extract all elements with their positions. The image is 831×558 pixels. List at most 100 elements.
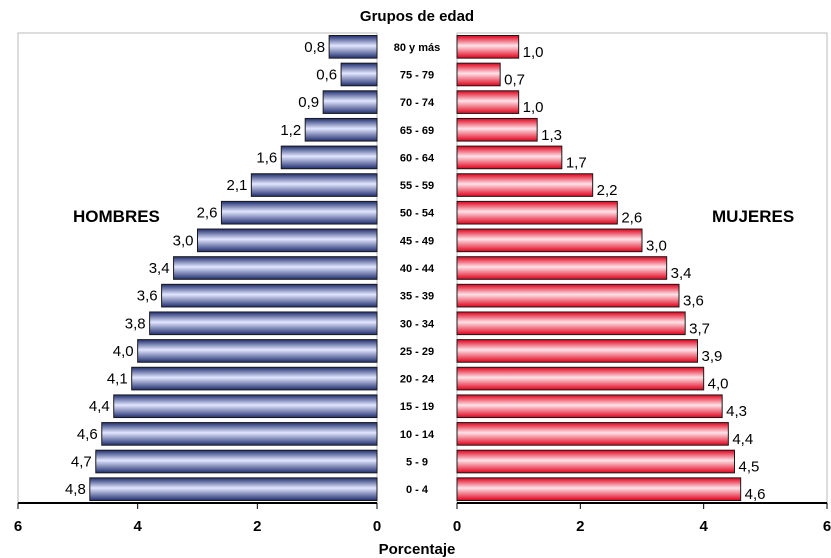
left-tick-label-2: 2 — [253, 518, 261, 535]
x-axis-label: Porcentaje — [379, 541, 456, 558]
value-label-hombres-10: 3,8 — [125, 315, 146, 332]
value-label-mujeres-15: 4,5 — [739, 459, 760, 476]
category-label-7: 45 - 49 — [400, 235, 434, 247]
bar-mujeres-6 — [456, 200, 618, 225]
value-label-mujeres-14: 4,4 — [732, 431, 753, 448]
bar-hombres-13 — [113, 394, 378, 419]
value-label-mujeres-6: 2,6 — [621, 210, 642, 227]
value-label-mujeres-7: 3,0 — [646, 237, 667, 254]
value-label-mujeres-5: 2,2 — [597, 182, 618, 199]
value-label-hombres-14: 4,6 — [77, 426, 98, 443]
bar-hombres-4 — [280, 145, 378, 170]
bar-hombres-6 — [220, 200, 378, 225]
value-label-mujeres-9: 3,6 — [683, 293, 704, 310]
bar-mujeres-9 — [456, 283, 680, 308]
bar-hombres-2 — [322, 90, 378, 114]
bar-mujeres-4 — [456, 145, 563, 170]
bar-mujeres-7 — [456, 228, 643, 253]
value-label-hombres-11: 4,0 — [113, 343, 134, 360]
bar-hombres-0 — [328, 35, 378, 59]
left-tick-label-3: 0 — [373, 518, 381, 535]
right-x-ticks: 0 2 4 6 — [453, 503, 831, 535]
value-label-mujeres-0: 1,0 — [523, 44, 544, 61]
category-label-14: 10 - 14 — [400, 429, 435, 441]
bar-hombres-1 — [340, 62, 378, 87]
bar-hombres-10 — [149, 311, 378, 336]
value-label-mujeres-4: 1,7 — [566, 154, 587, 171]
category-label-6: 50 - 54 — [400, 208, 435, 220]
value-label-hombres-4: 1,6 — [256, 149, 277, 166]
category-label-12: 20 - 24 — [400, 374, 435, 386]
category-label-5: 55 - 59 — [400, 180, 434, 192]
category-label-15: 5 - 9 — [406, 457, 428, 469]
right-tick-label-1: 2 — [576, 518, 584, 535]
mujeres-series-label: MUJERES — [712, 207, 794, 226]
category-label-3: 65 - 69 — [400, 125, 434, 137]
bar-hombres-5 — [250, 173, 378, 197]
value-label-mujeres-12: 4,0 — [708, 376, 729, 393]
value-label-hombres-2: 0,9 — [298, 94, 319, 111]
bar-hombres-14 — [101, 422, 378, 446]
category-label-1: 75 - 79 — [400, 69, 434, 81]
value-label-mujeres-11: 3,9 — [702, 348, 723, 365]
bar-hombres-11 — [137, 339, 378, 363]
value-label-hombres-16: 4,8 — [65, 481, 86, 498]
value-label-mujeres-16: 4,6 — [745, 486, 766, 503]
bar-mujeres-15 — [456, 449, 735, 474]
bar-mujeres-3 — [456, 117, 538, 142]
category-label-8: 40 - 44 — [400, 263, 435, 275]
bar-hombres-12 — [131, 366, 378, 391]
left-x-ticks: 6 4 2 0 — [14, 503, 381, 535]
bar-mujeres-10 — [456, 311, 686, 336]
bar-hombres-15 — [95, 449, 378, 474]
bar-mujeres-16 — [456, 477, 742, 501]
value-label-mujeres-3: 1,3 — [541, 127, 562, 144]
value-label-hombres-6: 2,6 — [197, 205, 218, 222]
category-label-13: 15 - 19 — [400, 401, 434, 413]
category-label-10: 30 - 34 — [400, 318, 435, 330]
bar-hombres-3 — [304, 117, 378, 142]
value-label-hombres-13: 4,4 — [89, 398, 110, 415]
value-label-hombres-5: 2,1 — [226, 177, 247, 194]
value-label-hombres-7: 3,0 — [173, 232, 194, 249]
bar-mujeres-12 — [456, 366, 705, 391]
value-label-hombres-15: 4,7 — [71, 454, 92, 471]
bar-hombres-7 — [197, 228, 378, 253]
value-label-mujeres-1: 0,7 — [504, 71, 525, 88]
age-group-labels: 80 y más 75 - 79 70 - 74 65 - 69 60 - 64 55 -… — [394, 42, 440, 496]
bar-mujeres-0 — [456, 35, 520, 59]
value-label-hombres-8: 3,4 — [149, 260, 170, 277]
value-label-hombres-12: 4,1 — [107, 371, 128, 388]
bar-mujeres-14 — [456, 422, 729, 446]
value-label-hombres-3: 1,2 — [280, 122, 301, 139]
right-tick-label-3: 6 — [823, 518, 831, 535]
bar-mujeres-11 — [456, 339, 698, 363]
category-label-2: 70 - 74 — [400, 97, 435, 109]
bar-mujeres-5 — [456, 173, 594, 197]
category-label-9: 35 - 39 — [400, 291, 434, 303]
bar-mujeres-1 — [456, 62, 501, 87]
hombres-series-label: HOMBRES — [73, 207, 160, 226]
value-label-mujeres-8: 3,4 — [671, 265, 692, 282]
value-label-hombres-9: 3,6 — [137, 288, 158, 305]
hombres-bars — [89, 35, 378, 501]
bar-mujeres-8 — [456, 256, 668, 280]
value-label-hombres-0: 0,8 — [304, 39, 325, 56]
category-label-16: 0 - 4 — [406, 484, 429, 496]
mujeres-bars — [456, 35, 742, 501]
right-tick-label-2: 4 — [699, 518, 708, 535]
right-tick-label-0: 0 — [453, 518, 461, 535]
hombres-value-labels: 0,8 0,6 0,9 1,21,6 2,1 2,63,03,4 3,6 3,8 4,0 4,1 4… — [65, 39, 337, 498]
chart-title: Grupos de edad — [360, 8, 474, 25]
category-label-0: 80 y más — [394, 42, 440, 54]
value-label-mujeres-10: 3,7 — [689, 320, 710, 337]
mujeres-value-labels: 1,0 0,7 1,0 1,31,7 2,22,63,03,4 3,6 3,7 3,9 4,0 4… — [504, 44, 765, 503]
category-label-11: 25 - 29 — [400, 346, 434, 358]
left-tick-label-1: 4 — [133, 518, 142, 535]
value-label-mujeres-13: 4,3 — [726, 403, 747, 420]
category-label-4: 60 - 64 — [400, 152, 435, 164]
value-label-hombres-1: 0,6 — [316, 66, 337, 83]
left-tick-label-0: 6 — [14, 518, 22, 535]
bar-hombres-8 — [173, 256, 378, 280]
value-label-mujeres-2: 1,0 — [523, 99, 544, 116]
